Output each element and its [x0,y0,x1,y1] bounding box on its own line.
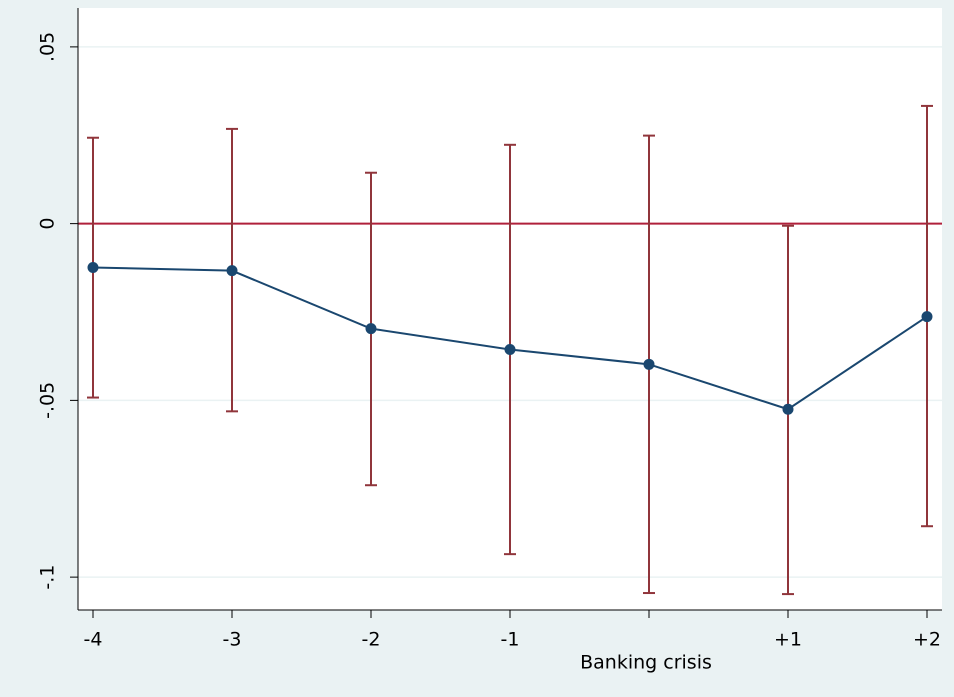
data-point [87,261,99,273]
x-tick-label: +2 [913,629,941,651]
data-point [226,265,238,277]
x-tick-label: -1 [501,629,520,651]
y-tick-label: -.1 [37,565,59,590]
x-axis-title: Banking crisis [580,652,712,674]
y-tick-label: .05 [37,32,59,62]
y-tick-label: -.05 [37,382,59,419]
x-tick-label: +1 [774,629,802,651]
data-point [365,323,377,335]
y-tick-label: 0 [37,218,59,230]
data-point [921,311,933,323]
x-tick-label: -4 [84,629,103,651]
x-tick-label: -3 [223,629,242,651]
data-point [782,403,794,415]
x-tick-label: -2 [362,629,381,651]
data-point [504,343,516,355]
data-point [643,358,655,370]
